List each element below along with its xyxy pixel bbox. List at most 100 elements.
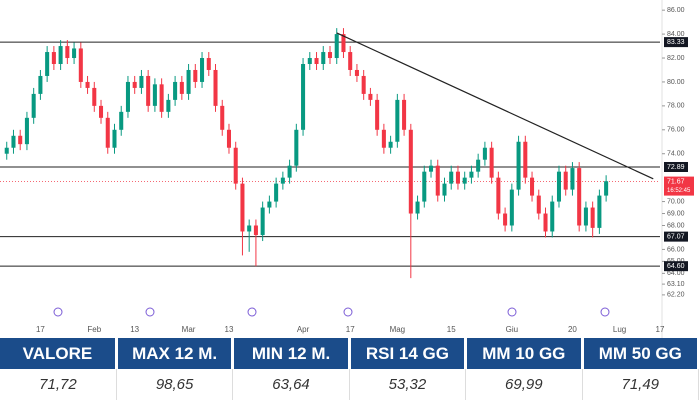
table-value: 53,32 — [349, 369, 467, 400]
last-price-box — [664, 176, 694, 196]
candle-body — [105, 117, 110, 148]
candle-body — [119, 111, 124, 130]
table-header: RSI 14 GG — [349, 338, 468, 369]
y-tick-label: 66.00 — [667, 246, 685, 253]
candle-body — [516, 141, 521, 190]
candle-body — [327, 52, 333, 59]
candle-body — [159, 84, 164, 112]
candle-body — [543, 213, 548, 232]
x-tick-label: 17 — [656, 325, 665, 334]
candle-body — [18, 135, 23, 145]
y-tick-label: 64.00 — [667, 270, 685, 277]
candle-body — [570, 168, 575, 190]
table-header: VALORE — [0, 338, 118, 369]
level-label-box — [664, 161, 688, 172]
candle-body — [314, 58, 319, 64]
x-tick-label: 20 — [568, 325, 577, 334]
candle-body — [415, 201, 420, 214]
candle-body — [280, 177, 285, 184]
countdown: 16:52:45 — [667, 188, 691, 194]
candle-body — [496, 177, 501, 214]
x-tick-label: 17 — [36, 325, 45, 334]
candle-body — [462, 177, 467, 184]
table-header: MIN 12 M. — [232, 338, 351, 369]
candle-body — [408, 129, 413, 214]
y-tick-label: 78.00 — [667, 103, 685, 110]
candle-body — [556, 171, 561, 202]
candle-body — [442, 183, 447, 196]
candle-body — [469, 171, 474, 178]
chart: 86.00 84.00 82.00 80.00 78.00 76.00 74.00 70.00… — [0, 0, 694, 341]
candle-body — [92, 87, 97, 106]
candle-body — [72, 48, 77, 59]
candle-body — [146, 75, 151, 106]
y-tick-label: 82.00 — [667, 55, 685, 62]
candle-body — [78, 48, 83, 82]
y-tick-label: 70.00 — [667, 198, 685, 205]
candle-body — [395, 99, 400, 142]
candle-body — [503, 213, 508, 226]
candle-body — [476, 159, 481, 172]
candle-body — [341, 34, 346, 53]
candle-body — [449, 171, 454, 184]
candle-body — [388, 141, 393, 148]
y-tick-label: 80.00 — [667, 79, 685, 86]
candle-body — [307, 58, 312, 64]
candle-body — [523, 141, 528, 178]
event-icons — [53, 307, 610, 317]
candle-body — [65, 46, 70, 59]
event-icon — [145, 307, 155, 317]
x-tick-label: 13 — [225, 325, 234, 334]
candle-body — [125, 81, 130, 112]
y-tick-label: 84.00 — [667, 31, 685, 38]
x-tick-label: Lug — [613, 325, 626, 334]
y-tick-label: 86.00 — [667, 7, 685, 14]
candle-body — [85, 81, 90, 88]
candle-body — [139, 75, 144, 88]
candle-body — [11, 135, 16, 148]
candle-body — [220, 105, 225, 130]
level-label-box — [664, 37, 688, 48]
candle-body — [38, 75, 43, 94]
table-header: MM 10 GG — [465, 338, 584, 369]
candle-body — [226, 129, 231, 148]
x-tick-label: Mag — [390, 325, 406, 334]
candle-body — [321, 52, 326, 64]
candle-body — [179, 81, 184, 94]
candle-body — [429, 165, 434, 172]
table-header: MAX 12 M. — [116, 338, 235, 369]
candle-body — [240, 183, 245, 232]
x-tick-label: Mar — [182, 325, 196, 334]
candle-body — [31, 93, 36, 118]
candle-body — [402, 99, 407, 130]
y-tick-label: 62.20 — [667, 292, 685, 299]
table-value: 63,64 — [232, 369, 350, 400]
table-header: MM 50 GG — [582, 338, 700, 369]
level-label-box — [664, 261, 688, 272]
candle-body — [132, 81, 137, 88]
candle-body — [173, 81, 178, 100]
candle-body — [45, 52, 50, 76]
x-tick-label: 15 — [447, 325, 456, 334]
candle-body — [536, 195, 541, 214]
x-tick-label: 13 — [130, 325, 139, 334]
candle-body — [301, 64, 306, 130]
y-tick-label: 68.00 — [667, 222, 685, 229]
candle-body — [287, 165, 292, 178]
candle-body — [530, 177, 535, 196]
candle-body — [583, 207, 588, 226]
candle-body — [4, 147, 9, 154]
candle-body — [166, 99, 171, 112]
candle-body — [361, 75, 366, 94]
candle-body — [186, 69, 191, 94]
trendline — [336, 32, 654, 180]
candle-body — [247, 225, 252, 232]
candle-body — [368, 93, 373, 100]
level-label: 83.33 — [667, 39, 685, 46]
table-value: 71,72 — [0, 369, 117, 400]
candle-body — [563, 171, 568, 190]
candle-body — [422, 171, 427, 202]
header-row: VALORE MAX 12 M. MIN 12 M. RSI 14 GG MM 10 G… — [0, 338, 700, 369]
candle-body — [267, 201, 272, 208]
